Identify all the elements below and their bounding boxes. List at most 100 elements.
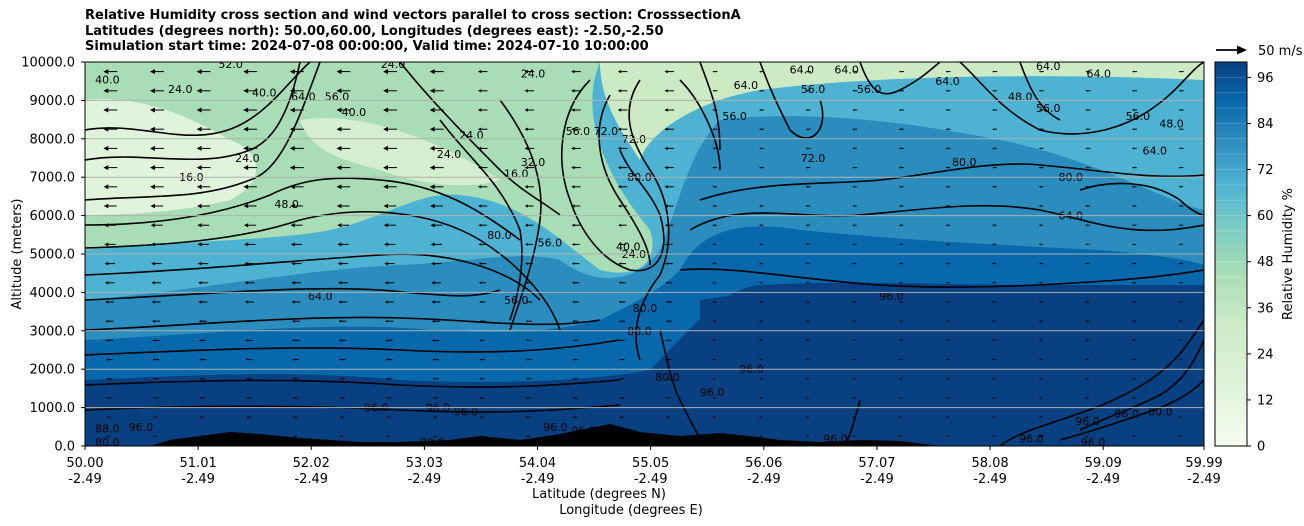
contour-label: 56.0 [801,83,826,96]
wind-vector-head [992,205,995,207]
contour-label: 48.0 [274,198,299,211]
wind-vector-head [477,89,482,93]
wind-vector-head [525,242,528,246]
wind-vector-head [805,147,808,150]
wind-vector-head [759,358,762,361]
contour-line [439,119,523,321]
contour-label: 64.0 [1086,68,1111,81]
wind-vector-head [479,358,482,361]
wind-vector-head [477,146,482,151]
wind-vector-head [432,416,435,419]
contour-label: 64.0 [1036,60,1061,73]
contour-label: 52.0 [218,58,243,71]
wind-vector-head [664,89,668,93]
contour-label: 40.0 [616,240,641,253]
wind-vector-head [664,108,668,112]
wind-vector-head [992,109,995,111]
wind-vector-head [1085,243,1088,246]
wind-vector-head [1085,70,1088,73]
wind-vector-head [1178,89,1181,92]
wind-vector-head [525,377,528,380]
x-tick-label-lat: 54.04 [519,456,556,471]
wind-vector-head [617,127,622,131]
y-axis-label: Altitude (meters) [10,199,25,310]
wind-vector-head [664,185,668,189]
contour-line [598,94,651,266]
wind-vector-head [618,262,622,265]
wind-vector-head [945,397,948,399]
contour-line [85,339,621,356]
wind-vector-head [712,224,715,227]
colorbar-tick-label: 12 [1257,393,1274,408]
quiver-key: 50 m/s [1216,44,1303,59]
wind-vector-head [1178,185,1181,188]
wind-vector-head [524,223,528,227]
wind-vector-head [992,128,995,131]
wind-vector-head [383,145,389,151]
wind-vector-head [430,203,435,209]
wind-vector-head [386,416,389,419]
wind-vector-head [664,165,668,170]
wind-vector-head [665,339,668,342]
wind-vector-head [478,204,482,208]
wind-vector-head [104,261,109,266]
contour-label: 96.0 [129,421,154,434]
contour-label: 24.0 [381,58,406,71]
x-tick-label-lat: 55.05 [632,456,669,471]
wind-vector-head [898,416,901,419]
wind-vector-head [432,377,435,380]
contour-label: 96.0 [1114,407,1139,420]
wind-vector-head [712,397,715,399]
wind-vector-head [152,416,155,419]
wind-vector-head [199,397,202,399]
wind-vector-head [524,185,528,189]
wind-vector-head [289,107,295,113]
wind-vector-head [898,397,901,399]
wind-vector-head [525,320,528,323]
wind-vector-head [945,281,948,284]
x-tick-label-lon: -2.49 [747,472,781,487]
wind-vector-head [992,243,995,246]
wind-vector-head [618,204,622,208]
wind-vector-head [430,242,435,247]
contour-label: 96.0 [1081,436,1106,449]
colorbar-fill [1215,62,1247,446]
wind-vector-head [805,243,808,246]
wind-vector-head [805,281,808,284]
y-tick-label: 7000.0 [30,171,76,186]
wind-vector-head [1038,224,1041,227]
wind-vector-head [617,108,622,112]
contour-label: 24.0 [459,129,484,142]
wind-vector-head [152,397,155,399]
wind-vector-head [383,165,389,171]
wind-vector-head [712,70,715,73]
humidity-saturated-region-2 [700,291,880,440]
wind-vector-head [524,89,528,93]
colorbar-tick-label: 60 [1257,209,1274,224]
wind-vector-head [945,109,948,111]
wind-vector-head [665,416,668,419]
wind-vector-head [152,339,155,342]
wind-vector-head [432,397,435,399]
wind-vector-head [571,127,575,131]
wind-vector-head [1038,89,1041,92]
wind-vector-head [1178,281,1181,284]
wind-vector-head [945,205,948,207]
wind-vector-head [1085,320,1088,323]
wind-vector-head [1132,243,1135,246]
wind-vector-head [245,300,249,304]
wind-vector-head [712,301,715,303]
wind-vector-head [477,127,482,131]
wind-vector-head [759,262,762,265]
y-tick-label: 10000.0 [21,56,75,71]
wind-vector-head [1085,205,1088,207]
wind-vector-head [712,262,715,265]
wind-vector-head [386,435,389,438]
wind-vector-head [664,127,668,131]
x-tick-label-lon: -2.49 [634,472,668,487]
wind-vector-head [1178,109,1181,111]
wind-vector-head [1038,358,1041,361]
wind-vector-head [429,88,435,94]
wind-vector-head [198,300,202,304]
wind-vector-head [150,242,155,247]
